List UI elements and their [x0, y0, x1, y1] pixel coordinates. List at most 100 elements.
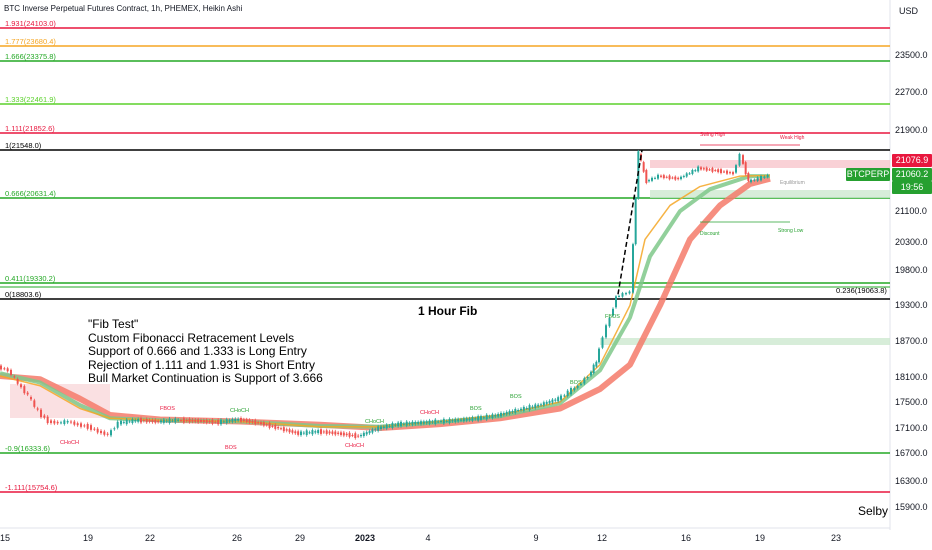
- x-tick-label: 22: [145, 533, 155, 543]
- candle-body: [331, 431, 334, 434]
- candle-body: [586, 377, 589, 379]
- structure-label: CHoCH: [230, 408, 249, 414]
- candle-body: [485, 414, 488, 420]
- candle-body: [394, 424, 397, 426]
- fib-title: 1 Hour Fib: [418, 304, 478, 318]
- candle-body: [365, 432, 368, 435]
- candle-body: [705, 167, 708, 171]
- candle-body: [294, 431, 297, 434]
- candle-body: [368, 431, 371, 434]
- candle-body: [662, 175, 665, 179]
- candle-body: [113, 428, 116, 430]
- candle-body: [345, 433, 348, 436]
- candle-body: [311, 430, 314, 435]
- zone-label: Weak High: [780, 135, 805, 141]
- fib-level-label: 1.333(22461.9): [5, 95, 56, 104]
- candle-body: [668, 175, 671, 180]
- candle-body: [385, 424, 388, 429]
- structure-label: BOS: [570, 380, 582, 386]
- candle-body: [202, 419, 205, 423]
- candle-body: [314, 431, 317, 433]
- candle-body: [756, 177, 759, 181]
- candle-body: [248, 419, 251, 423]
- candle-body: [125, 419, 128, 425]
- y-tick-label: 15900.0: [895, 502, 928, 512]
- structure-label: BOS: [470, 406, 482, 412]
- candle-body: [300, 431, 302, 436]
- candle-body: [665, 176, 668, 178]
- candle-body: [605, 325, 607, 338]
- candle-body: [660, 175, 662, 177]
- candle-body: [491, 414, 494, 419]
- candle-body: [763, 176, 766, 178]
- candle-body: [100, 430, 102, 434]
- candle-body: [694, 170, 697, 172]
- candle-body: [414, 421, 417, 425]
- structure-label: CHoCH: [60, 440, 79, 446]
- candle-body: [137, 419, 140, 422]
- candle-body: [528, 405, 531, 410]
- candle-body: [211, 419, 214, 424]
- candle-body: [545, 401, 548, 404]
- candle-body: [454, 419, 457, 422]
- structure-label: FBOS: [160, 406, 175, 412]
- candle-body: [191, 419, 194, 422]
- candle-body: [766, 174, 769, 178]
- candle-body: [320, 429, 322, 434]
- candle-body: [351, 435, 354, 437]
- candle-body: [30, 397, 32, 400]
- candle-body: [648, 180, 650, 182]
- candle-body: [308, 432, 311, 434]
- candle-body: [525, 407, 528, 409]
- y-tick-label: 17500.0: [895, 397, 928, 407]
- structure-label: CHoCH: [420, 410, 439, 416]
- candle-body: [145, 419, 148, 423]
- candle-body: [177, 419, 180, 421]
- candle-body: [511, 410, 514, 413]
- x-tick-label: 4: [425, 533, 430, 543]
- candle-body: [592, 364, 595, 374]
- candle-body: [457, 419, 460, 422]
- candle-body: [342, 432, 345, 436]
- candle-body: [573, 387, 576, 391]
- candle-body: [148, 419, 151, 422]
- candle-body: [714, 170, 717, 172]
- demand-zone: [600, 338, 890, 345]
- candle-body: [36, 408, 39, 410]
- candle-body: [744, 162, 747, 175]
- candle-body: [285, 429, 288, 431]
- candle-body: [140, 418, 142, 423]
- candle-body: [56, 421, 59, 424]
- candle-body: [382, 426, 385, 428]
- candle-body: [116, 421, 119, 428]
- y-tick-label: 22700.0: [895, 87, 928, 97]
- x-tick-label: 15: [0, 533, 10, 543]
- candle-body: [271, 425, 274, 427]
- candle-body: [628, 291, 631, 294]
- y-tick-label: 16300.0: [895, 476, 928, 486]
- candle-body: [93, 428, 96, 430]
- fib-right-label: 0.236(19063.8): [836, 286, 887, 295]
- candle-body: [317, 430, 320, 434]
- candle-body: [165, 420, 168, 422]
- y-tick-label: 20300.0: [895, 237, 928, 247]
- notes-annotation: "Fib Test" Custom Fibonacci Retracement …: [88, 317, 323, 386]
- candle-body: [425, 421, 428, 424]
- candle-body: [590, 371, 592, 376]
- candle-body: [434, 419, 437, 424]
- candle-body: [274, 424, 277, 429]
- candle-body: [66, 420, 69, 423]
- candle-body: [400, 421, 402, 427]
- candle-body: [468, 418, 471, 421]
- candle-body: [328, 431, 331, 434]
- candle-body: [697, 166, 700, 172]
- candle-body: [282, 427, 285, 432]
- structure-label: FBOS: [605, 314, 620, 320]
- candle-body: [417, 421, 420, 424]
- candle-body: [110, 430, 112, 436]
- candle-body: [237, 418, 240, 421]
- candle-body: [60, 422, 62, 424]
- candle-body: [583, 378, 586, 384]
